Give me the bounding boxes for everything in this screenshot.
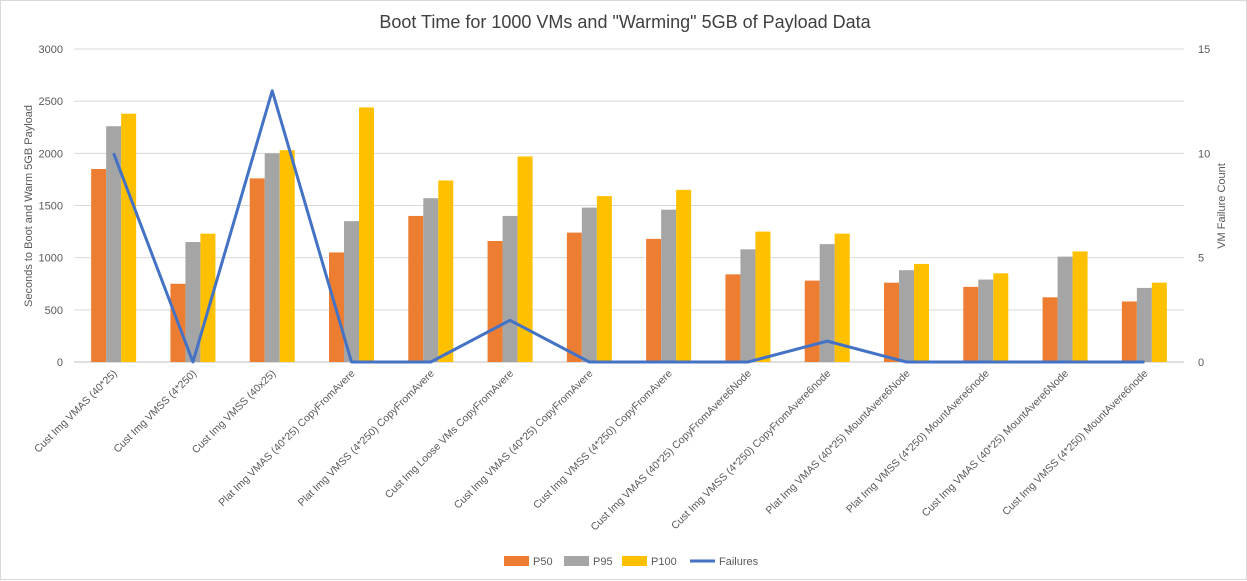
point-failures (1143, 361, 1145, 363)
point-failures (509, 319, 511, 321)
y-tick-label: 0 (57, 357, 63, 369)
bar-p100 (1072, 251, 1088, 362)
bar-p100 (121, 113, 137, 362)
point-failures (1064, 361, 1066, 363)
bar-p100 (200, 233, 216, 362)
bars-group (91, 107, 1167, 362)
category-label: Cust Img VMSS (4*250) (111, 368, 199, 456)
y-tick-label: 1000 (39, 253, 63, 265)
bar-p50 (804, 280, 820, 362)
y2-tick-label: 10 (1198, 148, 1210, 160)
point-failures (430, 361, 432, 363)
point-failures (113, 152, 115, 154)
bar-p95 (106, 126, 122, 362)
bar-p50 (963, 286, 979, 362)
bar-p100 (517, 156, 533, 362)
y2-tick-label: 15 (1198, 44, 1210, 56)
category-label: Cust Img VMAS (40*25) CopyFromAvere (452, 368, 596, 512)
bar-p95 (1057, 256, 1073, 362)
bar-p95 (819, 244, 835, 362)
category-labels: Cust Img VMAS (40*25)Cust Img VMSS (4*25… (32, 368, 1151, 534)
bar-p95 (502, 215, 518, 362)
chart-title: Boot Time for 1000 VMs and "Warming" 5GB… (379, 12, 871, 32)
bar-p95 (661, 209, 677, 362)
bar-p95 (978, 279, 994, 362)
legend-label-p50: P50 (533, 556, 553, 568)
bar-p95 (423, 198, 439, 362)
bar-p50 (408, 215, 424, 362)
category-label: Cust Img VMAS (40*25) (32, 368, 120, 456)
category-label: Plat Img VMSS (4*250) CopyFromAvere (296, 368, 437, 509)
bar-p100 (914, 263, 929, 362)
line-failures (112, 89, 1145, 364)
y2-tick-label: 0 (1198, 357, 1204, 369)
bar-p50 (1121, 301, 1137, 362)
point-failures (271, 90, 273, 92)
legend-swatch-p95 (564, 556, 589, 566)
category-label: Cust Img VMSS (4*250) CopyFromAvere (531, 368, 675, 512)
bar-p95 (899, 270, 914, 362)
y-tick-label: 3000 (39, 44, 63, 56)
point-failures (668, 361, 670, 363)
left-axis-ticks: 0 500 1000 1500 2000 2500 3000 (39, 44, 63, 369)
bar-p50 (566, 232, 582, 362)
bar-p100 (834, 233, 850, 362)
bar-p50 (884, 282, 899, 362)
category-label: Cust Img VMAS (40*25) CopyFromAvere6Node (588, 368, 754, 534)
bar-p100 (279, 150, 295, 362)
bar-p100 (993, 273, 1009, 362)
legend-label-p95: P95 (593, 556, 613, 568)
bar-p100 (438, 180, 454, 362)
bar-p100 (1151, 282, 1167, 362)
category-label: Cust Img VMAS (40*25) MountAvere6Node (920, 368, 1072, 520)
bar-p50 (1042, 297, 1058, 362)
left-axis-title: Seconds to Boot and Warm 5GB Payload (23, 105, 35, 307)
right-axis-title: VM Failure Count (1216, 163, 1228, 249)
category-label: Plat Img VMAS (40*25) CopyFromAvere (216, 368, 357, 509)
bar-p95 (264, 153, 280, 362)
bar-p95 (740, 249, 756, 362)
point-failures (906, 361, 907, 363)
point-failures (351, 361, 352, 363)
point-failures (192, 361, 194, 363)
bar-p95 (344, 221, 359, 362)
y-tick-label: 1500 (39, 201, 63, 213)
bar-p50 (487, 240, 503, 362)
category-label: Plat Img VMAS (40*25) MountAvere6Node (764, 368, 913, 517)
category-label: Cust Img VMSS (4*250) CopyFromAvere6node (669, 368, 833, 532)
bar-p50 (249, 178, 265, 362)
category-label: Cust Img VMSS (40x25) (190, 368, 279, 457)
y-tick-label: 500 (45, 305, 63, 317)
category-label: Cust Img VMSS (4*250) MountAvere6node (1000, 368, 1150, 518)
y-tick-label: 2000 (39, 148, 63, 160)
point-failures (826, 340, 828, 342)
category-label: Cust Img Loose VMs CopyFromAvere (383, 368, 516, 501)
bar-p95 (581, 207, 597, 362)
legend: P50 P95 P100 Failures (504, 556, 759, 568)
bar-p95 (185, 242, 201, 362)
bar-p95 (1136, 287, 1152, 362)
point-failures (747, 361, 749, 363)
legend-label-p100: P100 (651, 556, 677, 568)
bar-p100 (359, 107, 374, 362)
bar-p100 (755, 231, 771, 362)
category-label: Plat Img VMSS (4*250) MountAvere6node (844, 368, 992, 516)
point-failures (985, 361, 987, 363)
bar-p100 (596, 196, 612, 362)
legend-label-failures: Failures (719, 556, 759, 568)
y-tick-label: 2500 (39, 96, 63, 108)
y2-tick-label: 5 (1198, 253, 1204, 265)
failures-line-group (112, 89, 1145, 364)
gridlines (74, 48, 1184, 363)
legend-swatch-p50 (504, 556, 529, 566)
point-failures (588, 361, 590, 363)
legend-swatch-p100 (622, 556, 647, 566)
bar-p50 (91, 168, 107, 362)
bar-p50 (646, 238, 662, 362)
bar-p50 (725, 274, 741, 362)
bar-p100 (676, 189, 692, 362)
right-axis-ticks: 0 5 10 15 (1198, 44, 1210, 369)
